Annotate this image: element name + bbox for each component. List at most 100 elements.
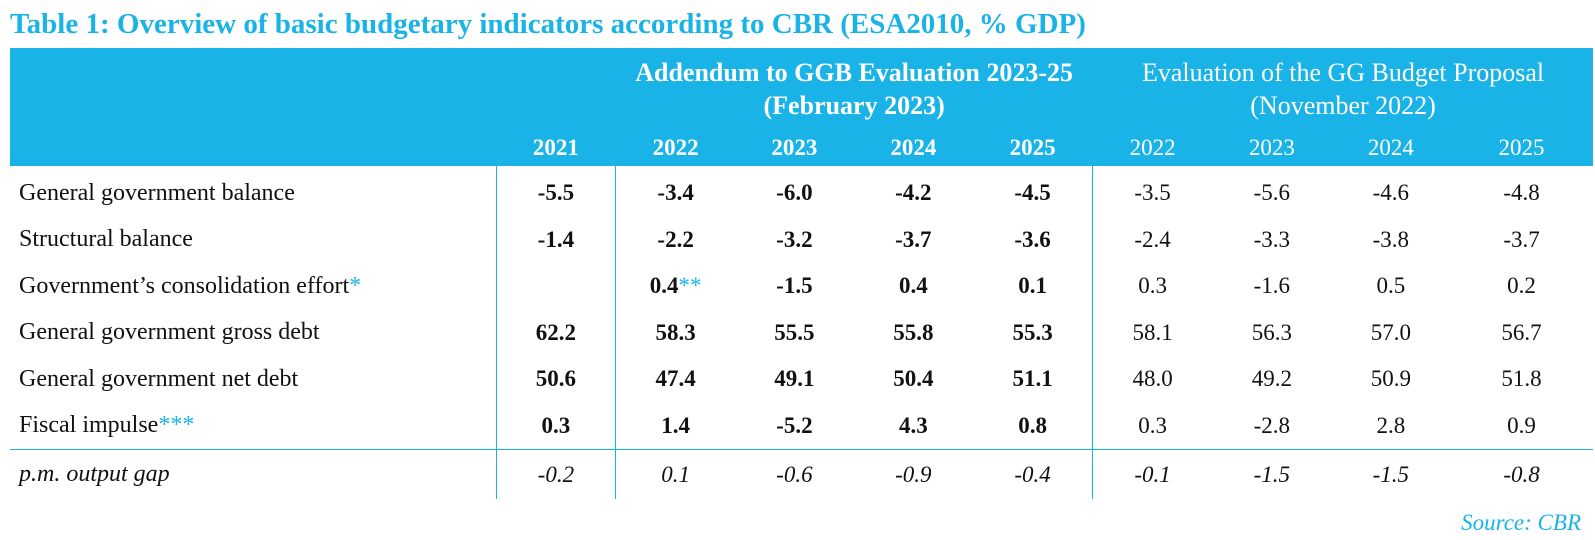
cell-value: -6.0 — [776, 180, 813, 206]
value-cell: -3.5 — [1092, 166, 1213, 217]
cell-value: 0.4 — [898, 273, 928, 299]
value-cell — [495, 263, 616, 310]
header-blank — [10, 48, 497, 130]
cell-value: 4.3 — [898, 412, 928, 438]
value-cell: 47.4 — [615, 356, 736, 403]
header-group-row: Addendum to GGB Evaluation 2023-25 (Febr… — [10, 48, 1593, 130]
cell-value: 62.2 — [535, 319, 576, 345]
cell-value: -1.4 — [537, 226, 575, 252]
cell-value: 47.4 — [655, 366, 696, 392]
cell-value: -1.5 — [1253, 461, 1291, 487]
value-cell: -3.2 — [735, 217, 853, 264]
table-row: Structural balance -1.4 -2.2 -3.2 -3.7 -3.6 -2… — [10, 216, 1593, 264]
row-label: Government’s consolidation effort* — [10, 263, 496, 310]
year-header: 2022 — [615, 130, 736, 166]
year-header: 2023 — [735, 130, 854, 166]
pm-output-gap-row: p.m. output gap -0.2 0.1 -0.6 -0.9 -0.4 -0.1 -1… — [10, 449, 1593, 499]
cell-value: -5.6 — [1253, 180, 1291, 206]
table-title: Table 1: Overview of basic budgetary ind… — [10, 8, 1086, 40]
value-cell: -5.2 — [735, 403, 853, 450]
cell-value: 50.6 — [535, 366, 576, 392]
value-cell: -3.6 — [973, 217, 1093, 264]
cell-value: -4.8 — [1503, 180, 1540, 206]
row-label-text: p.m. output gap — [19, 461, 170, 487]
cell-value: 49.2 — [1251, 366, 1292, 392]
table-row: Fiscal impulse*** 0.3 1.4 -5.2 4.3 0.8 0.3 -2.8… — [10, 402, 1593, 450]
value-cell: 50.6 — [495, 356, 616, 403]
table-body: General government balance -5.5 -3.4 -6.0 -4… — [10, 166, 1593, 499]
cell-value: -0.2 — [537, 461, 575, 487]
value-cell: 56.3 — [1212, 310, 1332, 357]
value-cell: -2.2 — [615, 216, 736, 263]
cell-value: 51.1 — [1012, 366, 1053, 392]
value-cell: -4.2 — [854, 166, 974, 217]
value-cell: -0.1 — [1092, 449, 1213, 499]
value-cell: 49.1 — [735, 356, 853, 403]
group-header-addendum: Addendum to GGB Evaluation 2023-25 (Febr… — [615, 48, 1093, 130]
cell-value: -2.2 — [657, 226, 694, 252]
value-cell: -3.4 — [615, 166, 736, 217]
value-cell: -1.5 — [735, 263, 853, 310]
cell-value: 57.0 — [1370, 319, 1411, 345]
cell-value: -0.8 — [1503, 461, 1540, 487]
value-cell: -1.4 — [495, 216, 616, 263]
value-cell: -0.6 — [735, 449, 854, 499]
value-cell: -3.8 — [1332, 217, 1450, 264]
value-cell: -1.6 — [1212, 263, 1332, 310]
group-header-evaluation: Evaluation of the GG Budget Proposal (No… — [1092, 48, 1593, 130]
value-cell: 0.3 — [495, 402, 616, 450]
cell-value: -3.2 — [776, 226, 813, 252]
value-cell: 0.4** — [615, 263, 736, 310]
header-year-row: 2021 2022 2023 2024 2025 2022 2023 2024 … — [10, 130, 1593, 166]
value-cell: -1.5 — [1331, 449, 1451, 499]
cell-value: 48.0 — [1132, 366, 1173, 392]
value-cell: -4.5 — [973, 166, 1093, 217]
table-row: General government gross debt 62.2 58.3 55.… — [10, 309, 1593, 357]
value-cell: -4.8 — [1450, 166, 1593, 217]
cell-value: 58.1 — [1132, 319, 1173, 345]
value-cell: 55.3 — [973, 310, 1093, 357]
value-cell: 51.1 — [973, 356, 1093, 403]
cell-value: 58.3 — [655, 319, 696, 345]
year-header: 2024 — [1331, 130, 1451, 166]
cell-value: -3.4 — [657, 180, 694, 206]
cell-value: -0.9 — [895, 461, 932, 487]
value-cell: 1.4 — [615, 402, 736, 450]
value-cell: -0.2 — [495, 449, 616, 499]
value-cell: 58.1 — [1092, 309, 1213, 356]
value-cell: 0.3 — [1092, 402, 1213, 450]
cell-value: 56.7 — [1501, 319, 1542, 345]
source-note: Source: CBR — [1461, 510, 1581, 535]
cell-value: 0.8 — [1018, 412, 1047, 438]
cell-value: 55.8 — [893, 319, 934, 345]
cell-value: -1.6 — [1253, 273, 1291, 299]
year-header: 2022 — [1092, 130, 1213, 166]
year-header: 2025 — [1450, 130, 1593, 166]
cell-value: 55.5 — [774, 319, 815, 345]
cell-value: 0.3 — [1138, 273, 1167, 299]
cell-value: 0.9 — [1507, 412, 1536, 438]
cell-value: 2.8 — [1376, 412, 1406, 438]
header-blank-label — [10, 130, 497, 166]
cell-value: 0.5 — [1376, 273, 1406, 299]
row-label: General government net debt — [10, 356, 496, 403]
cell-value: -0.1 — [1134, 461, 1171, 487]
row-label-text: General government gross debt — [19, 319, 320, 346]
row-label: p.m. output gap — [10, 449, 497, 499]
cell-value: 49.1 — [774, 366, 815, 392]
cell-value: -1.5 — [1372, 461, 1410, 487]
value-cell: 0.9 — [1450, 403, 1593, 450]
table-row: Government’s consolidation effort* 0.4** -… — [10, 263, 1593, 310]
row-label-text: Fiscal impulse — [19, 412, 159, 439]
value-cell: 0.2 — [1450, 263, 1593, 310]
value-cell: -5.5 — [495, 166, 616, 217]
value-cell: -6.0 — [735, 166, 853, 217]
row-label-text: General government net debt — [19, 365, 299, 392]
value-cell: 0.4 — [854, 263, 974, 310]
value-cell: 56.7 — [1450, 310, 1593, 357]
row-label: General government gross debt — [10, 310, 496, 357]
cell-value: -3.6 — [1014, 226, 1051, 252]
cell-value: -2.4 — [1134, 226, 1171, 252]
cell-value: -4.6 — [1372, 180, 1410, 206]
cell-value: -3.3 — [1253, 226, 1291, 252]
